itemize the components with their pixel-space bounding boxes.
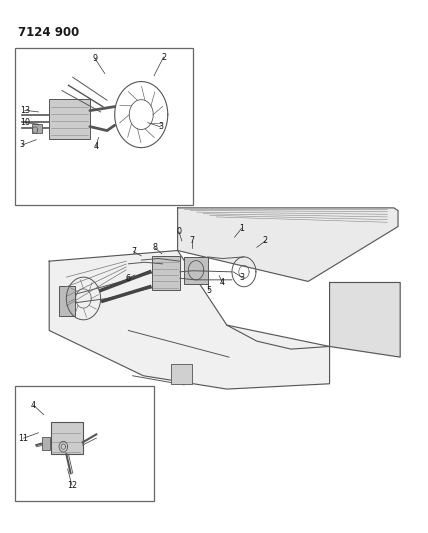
Text: 7: 7 [131,247,136,256]
Bar [184,257,208,284]
Bar [51,422,83,454]
Text: 4: 4 [220,278,225,287]
Text: 10: 10 [20,118,30,127]
Text: 2: 2 [263,237,268,245]
Text: 9: 9 [92,54,98,63]
Text: 4: 4 [94,142,99,151]
Text: 7124 900: 7124 900 [18,26,79,38]
Bar [152,256,180,290]
Polygon shape [49,251,330,389]
Text: 4: 4 [31,401,36,409]
Bar [15,48,193,205]
Text: 6: 6 [125,274,130,282]
Text: 7: 7 [189,237,194,245]
Text: 2: 2 [161,53,166,61]
Text: 0: 0 [176,228,181,236]
Text: 13: 13 [20,106,30,115]
Bar [59,286,75,316]
Text: 11: 11 [18,434,29,442]
Bar [42,437,50,450]
Text: 3: 3 [239,273,244,281]
Text: 1: 1 [239,224,244,232]
Bar [49,99,90,139]
Text: 8: 8 [152,244,158,252]
Text: 5: 5 [206,286,211,295]
Polygon shape [330,282,400,357]
Bar [32,124,42,133]
Polygon shape [178,208,398,281]
Bar [15,386,154,501]
Text: 12: 12 [67,481,77,489]
Text: 3: 3 [20,141,25,149]
Bar [171,364,192,384]
Text: 3: 3 [158,123,163,131]
